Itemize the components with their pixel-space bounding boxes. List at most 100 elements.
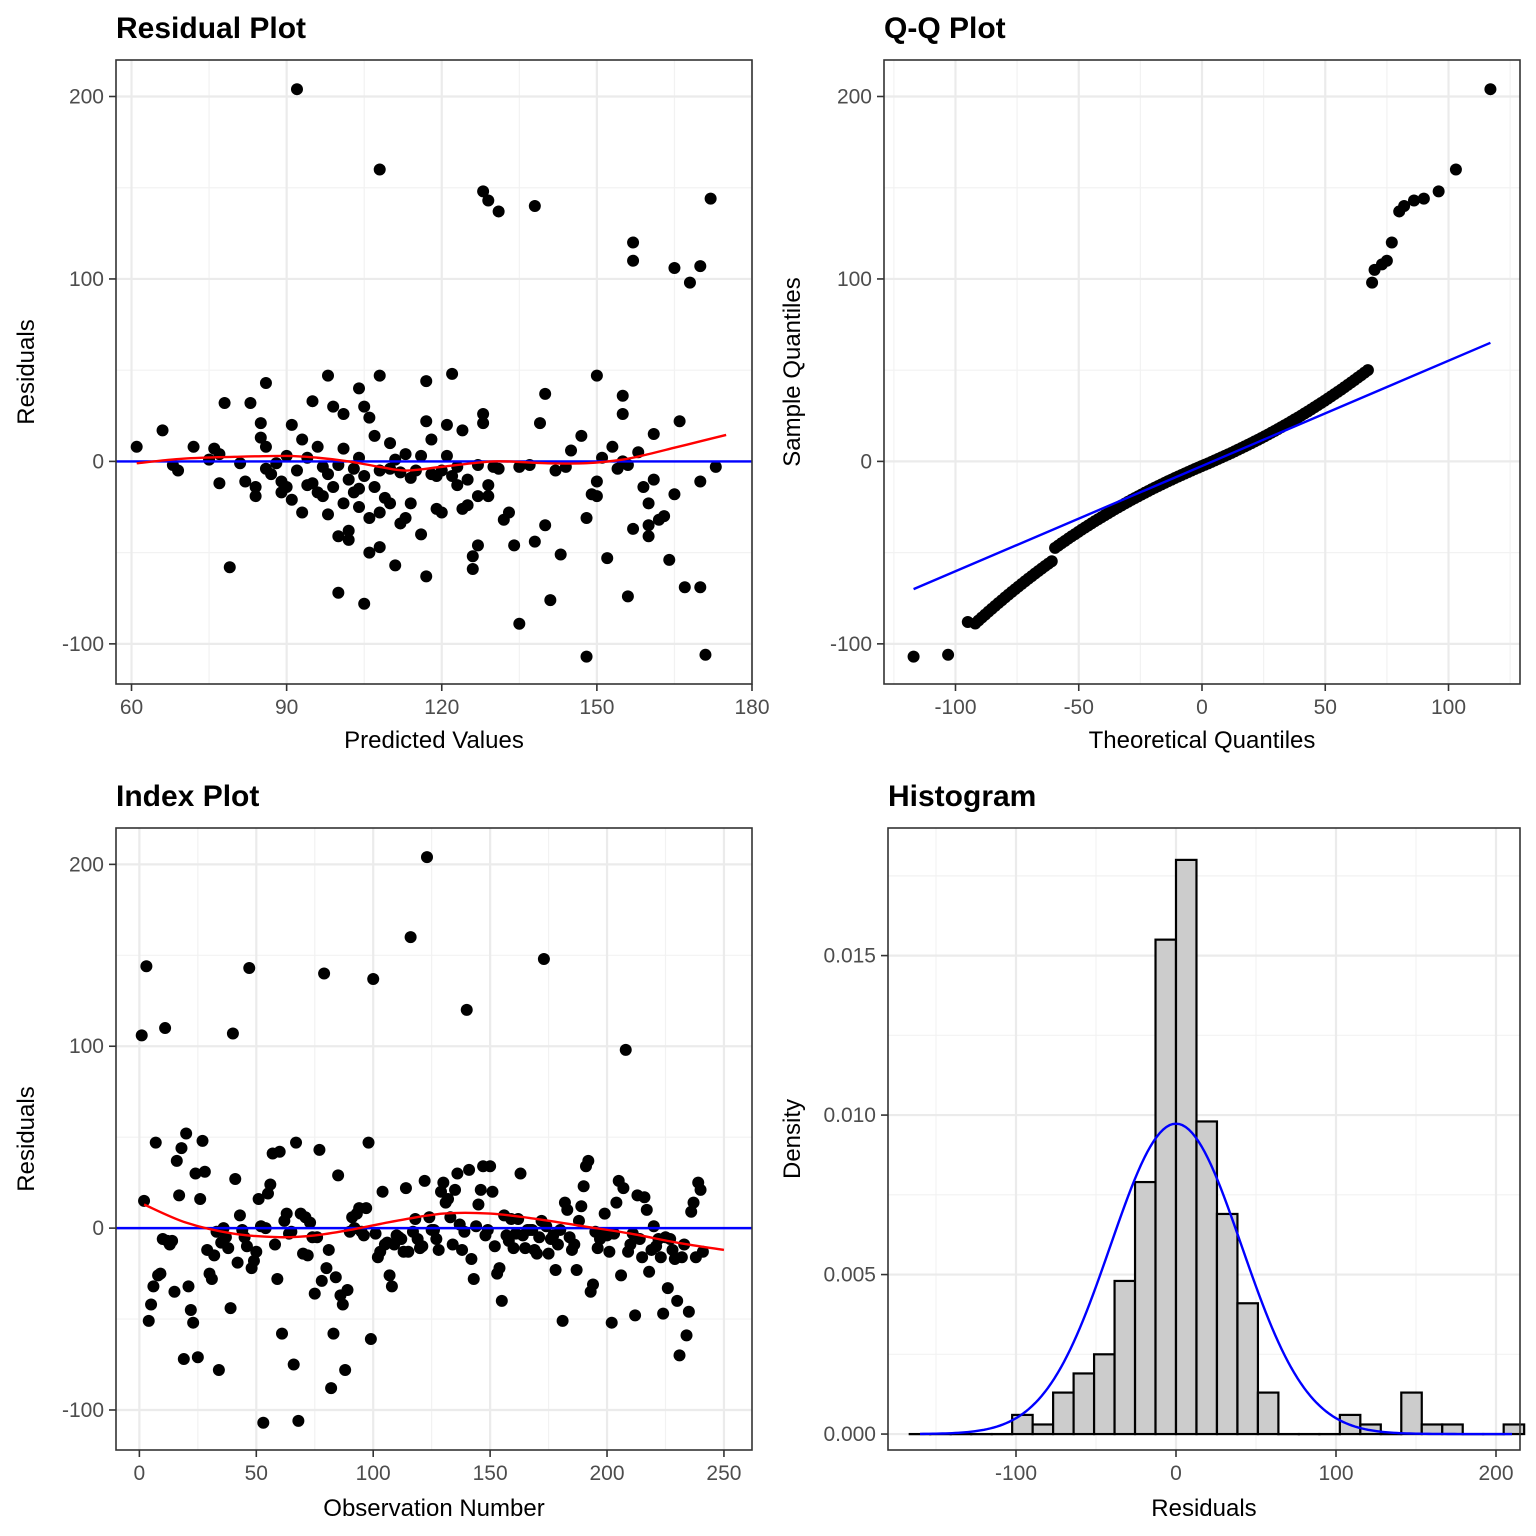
data-point (488, 1240, 501, 1253)
x-tick-label: 200 (590, 1462, 625, 1485)
y-tick-label: -100 (62, 1399, 104, 1422)
data-point (384, 437, 397, 450)
data-point (493, 1262, 506, 1275)
y-tick-label: 100 (69, 1035, 104, 1058)
data-point (590, 490, 603, 503)
data-point (539, 519, 552, 532)
data-point (694, 1183, 707, 1196)
y-tick-label: 0.000 (823, 1423, 876, 1446)
data-point (440, 418, 453, 431)
data-point (191, 1351, 204, 1364)
x-tick-label: 50 (1314, 696, 1337, 719)
data-point (709, 460, 722, 473)
data-point (327, 400, 340, 413)
data-point (472, 1198, 485, 1211)
data-point (451, 479, 464, 492)
data-point (353, 501, 366, 514)
data-point (616, 407, 629, 420)
data-point (616, 389, 629, 402)
histogram-bar (1113, 1279, 1137, 1436)
data-point (694, 260, 707, 273)
data-point (273, 1145, 286, 1158)
data-point (264, 1178, 277, 1191)
histogram-bar (1133, 1180, 1157, 1436)
data-point (1449, 163, 1462, 176)
data-point (572, 1214, 585, 1227)
data-point (316, 490, 329, 503)
data-point (1045, 555, 1058, 568)
data-point (580, 650, 593, 663)
data-point (673, 1349, 686, 1362)
data-point (486, 1185, 499, 1198)
data-point (492, 205, 505, 218)
histogram-bar (1236, 1302, 1260, 1436)
index-plot-panel: 0 50 100 150 200 250 -100 0 100 200 Index Plot Obse… (13, 780, 753, 1522)
loess-smooth-line (143, 1203, 725, 1252)
y-tick-label: 0.015 (823, 945, 876, 968)
data-point (187, 440, 200, 453)
data-point (477, 185, 490, 198)
data-point (270, 457, 283, 470)
data-point (249, 480, 262, 493)
data-point (587, 1278, 599, 1291)
histogram-bar (1195, 1120, 1219, 1436)
data-point (482, 490, 495, 503)
data-point (591, 1242, 604, 1255)
data-point (663, 553, 676, 566)
x-tick-label: -100 (995, 1462, 1037, 1485)
data-point (685, 1205, 698, 1218)
data-point (420, 375, 433, 388)
data-point (219, 1231, 232, 1244)
histogram-panel: -100 0 100 200 0.000 0.005 0.010 0.015 Histogram… (779, 780, 1526, 1522)
data-point (257, 1416, 270, 1429)
data-point (341, 1283, 354, 1296)
data-point (196, 1134, 209, 1147)
data-point (368, 429, 381, 442)
data-point (154, 1267, 167, 1280)
data-point (554, 548, 567, 561)
panel-title: Histogram (888, 780, 1036, 813)
data-point (358, 470, 371, 482)
data-point (358, 597, 371, 610)
data-point (306, 477, 319, 490)
data-point (306, 395, 319, 408)
data-point (205, 1273, 218, 1286)
panel-border (115, 59, 753, 685)
x-axis-label: Observation Number (323, 1495, 544, 1522)
data-point (296, 433, 309, 446)
data-point (322, 508, 334, 521)
panel-title: Index Plot (116, 780, 259, 813)
data-point (554, 1223, 567, 1236)
x-axis-label: Predicted Values (344, 727, 524, 754)
data-point (322, 369, 334, 382)
data-point (233, 1209, 246, 1222)
data-point (159, 1022, 172, 1035)
loess-smooth-line (136, 433, 727, 472)
data-point (363, 511, 376, 524)
data-point (342, 473, 355, 486)
data-point (240, 1240, 253, 1253)
data-point (658, 510, 671, 523)
data-point (394, 466, 407, 479)
data-point (280, 1207, 293, 1220)
data-point (280, 480, 293, 493)
data-point (175, 1142, 188, 1155)
data-point (533, 1231, 546, 1244)
data-point (513, 617, 526, 630)
data-point (244, 397, 257, 410)
data-point (362, 1136, 375, 1149)
x-tick-label: 90 (275, 696, 298, 719)
data-point (142, 1314, 155, 1327)
data-point (666, 1243, 679, 1256)
data-point (1380, 254, 1393, 267)
data-point (296, 506, 309, 519)
x-tick-label: 0 (134, 1462, 146, 1485)
data-point (456, 1243, 469, 1256)
data-point (615, 1269, 628, 1282)
y-axis-label: Residuals (13, 319, 40, 424)
data-point (482, 194, 495, 207)
data-point (259, 376, 272, 389)
data-point (187, 1316, 200, 1329)
data-point (423, 1211, 436, 1224)
